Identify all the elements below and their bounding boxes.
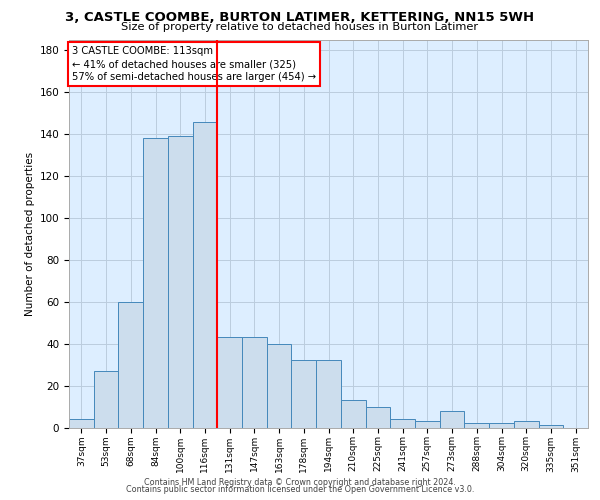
Bar <box>267 344 292 427</box>
Bar <box>365 406 390 428</box>
Bar <box>143 138 168 428</box>
Bar <box>94 371 118 428</box>
Bar <box>118 302 143 428</box>
Bar <box>242 338 267 428</box>
Text: Contains HM Land Registry data © Crown copyright and database right 2024.: Contains HM Land Registry data © Crown c… <box>144 478 456 487</box>
Bar <box>539 426 563 428</box>
Bar <box>193 122 217 428</box>
Bar <box>292 360 316 428</box>
Bar <box>489 424 514 428</box>
Bar <box>69 419 94 428</box>
Bar <box>440 410 464 428</box>
Bar <box>464 424 489 428</box>
Bar <box>168 136 193 428</box>
Y-axis label: Number of detached properties: Number of detached properties <box>25 152 35 316</box>
Text: Size of property relative to detached houses in Burton Latimer: Size of property relative to detached ho… <box>121 22 479 32</box>
Bar <box>514 421 539 428</box>
Text: Contains public sector information licensed under the Open Government Licence v3: Contains public sector information licen… <box>126 485 474 494</box>
Text: 3, CASTLE COOMBE, BURTON LATIMER, KETTERING, NN15 5WH: 3, CASTLE COOMBE, BURTON LATIMER, KETTER… <box>65 11 535 24</box>
Text: 3 CASTLE COOMBE: 113sqm
← 41% of detached houses are smaller (325)
57% of semi-d: 3 CASTLE COOMBE: 113sqm ← 41% of detache… <box>71 46 316 82</box>
Bar <box>415 421 440 428</box>
Bar <box>217 338 242 428</box>
Bar <box>341 400 365 427</box>
Bar <box>316 360 341 428</box>
Bar <box>390 419 415 428</box>
